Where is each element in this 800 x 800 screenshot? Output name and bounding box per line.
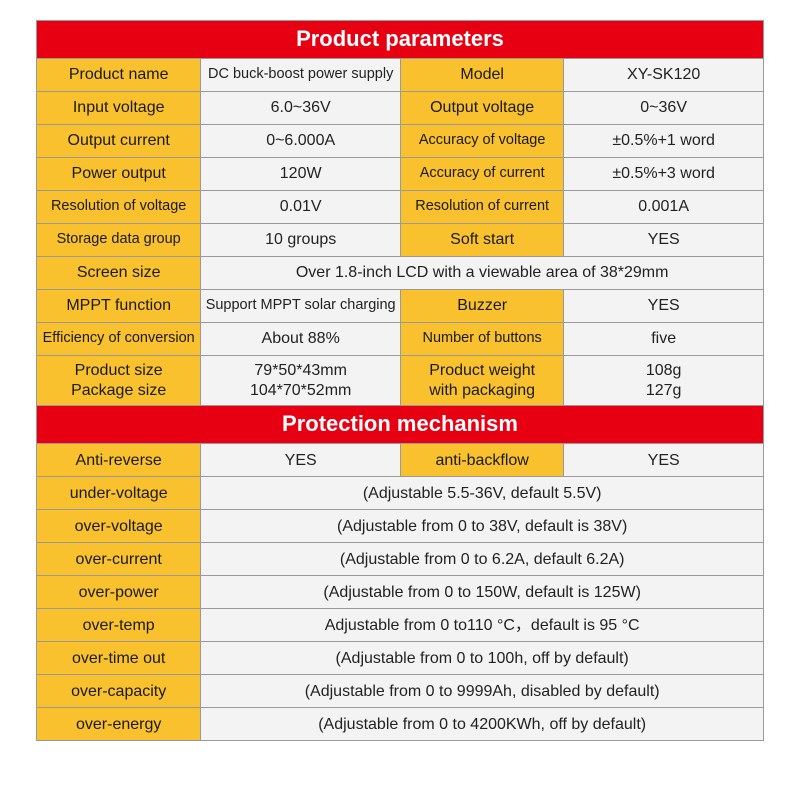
protection-label: over-energy <box>37 708 200 740</box>
spec-label: Resolution of current <box>400 191 563 223</box>
table-row: Resolution of voltage0.01VResolution of … <box>37 191 763 224</box>
value-anti-backflow: YES <box>563 444 763 476</box>
spec-value: YES <box>563 290 763 322</box>
spec-value: ±0.5%+1 word <box>563 125 763 157</box>
spec-value: 0.01V <box>200 191 400 223</box>
spec-label: Accuracy of voltage <box>400 125 563 157</box>
value-weight-a: 108g <box>646 361 682 380</box>
row-anti-reverse: Anti-reverse YES anti-backflow YES <box>37 444 763 477</box>
label-package-size: Package size <box>71 381 166 400</box>
value-weight-b: 127g <box>646 381 682 400</box>
spec-value: About 88% <box>200 323 400 355</box>
protection-value: Adjustable from 0 to110 °C，default is 95… <box>200 609 763 641</box>
spec-label: Accuracy of current <box>400 158 563 190</box>
label-anti-reverse: Anti-reverse <box>37 444 200 476</box>
value-product-package-size: 79*50*43mm 104*70*52mm <box>200 356 400 405</box>
spec-value: five <box>563 323 763 355</box>
protection-value: (Adjustable from 0 to 150W, default is 1… <box>200 576 763 608</box>
spec-label: Buzzer <box>400 290 563 322</box>
protection-value: (Adjustable from 0 to 100h, off by defau… <box>200 642 763 674</box>
spec-label: Resolution of voltage <box>37 191 200 223</box>
label-weight-a: Product weight <box>429 361 535 380</box>
spec-label: Output current <box>37 125 200 157</box>
spec-value: 6.0~36V <box>200 92 400 124</box>
spec-table: Product parameters Product nameDC buck-b… <box>36 20 764 741</box>
label-screen-size: Screen size <box>37 257 200 289</box>
table-row: Input voltage6.0~36VOutput voltage0~36V <box>37 92 763 125</box>
table-row: Power output120WAccuracy of current±0.5%… <box>37 158 763 191</box>
protection-value: (Adjustable from 0 to 4200KWh, off by de… <box>200 708 763 740</box>
protection-value: (Adjustable 5.5-36V, default 5.5V) <box>200 477 763 509</box>
label-anti-backflow: anti-backflow <box>400 444 563 476</box>
spec-label: MPPT function <box>37 290 200 322</box>
spec-value: Support MPPT solar charging <box>200 290 400 322</box>
spec-value: 0~36V <box>563 92 763 124</box>
protection-label: over-voltage <box>37 510 200 542</box>
spec-label: Output voltage <box>400 92 563 124</box>
spec-value: YES <box>563 224 763 256</box>
section2-header: Protection mechanism <box>37 406 763 444</box>
protection-label: over-temp <box>37 609 200 641</box>
protection-row: over-voltage(Adjustable from 0 to 38V, d… <box>37 510 763 543</box>
protection-row: over-current(Adjustable from 0 to 6.2A, … <box>37 543 763 576</box>
label-product-package-size: Product size Package size <box>37 356 200 405</box>
protection-value: (Adjustable from 0 to 6.2A, default 6.2A… <box>200 543 763 575</box>
value-anti-reverse: YES <box>200 444 400 476</box>
table-row: Output current0~6.000AAccuracy of voltag… <box>37 125 763 158</box>
protection-value: (Adjustable from 0 to 38V, default is 38… <box>200 510 763 542</box>
spec-label: Storage data group <box>37 224 200 256</box>
protection-row: over-capacity(Adjustable from 0 to 9999A… <box>37 675 763 708</box>
value-product-weight: 108g 127g <box>563 356 763 405</box>
table-row: Storage data group10 groupsSoft startYES <box>37 224 763 257</box>
spec-label: Input voltage <box>37 92 200 124</box>
spec-value: DC buck-boost power supply <box>200 59 400 91</box>
protection-label: under-voltage <box>37 477 200 509</box>
spec-value: XY-SK120 <box>563 59 763 91</box>
section1-header: Product parameters <box>37 21 763 59</box>
protection-label: over-power <box>37 576 200 608</box>
protection-row: over-time out(Adjustable from 0 to 100h,… <box>37 642 763 675</box>
protection-row: under-voltage(Adjustable 5.5-36V, defaul… <box>37 477 763 510</box>
protection-label: over-time out <box>37 642 200 674</box>
row-dimensions: Product size Package size 79*50*43mm 104… <box>37 356 763 406</box>
protection-row: over-power(Adjustable from 0 to 150W, de… <box>37 576 763 609</box>
spec-value: 10 groups <box>200 224 400 256</box>
spec-label: Model <box>400 59 563 91</box>
table-row: MPPT functionSupport MPPT solar charging… <box>37 290 763 323</box>
value-package-size: 104*70*52mm <box>250 381 351 400</box>
label-product-size: Product size <box>75 361 163 380</box>
protection-row: over-energy(Adjustable from 0 to 4200KWh… <box>37 708 763 740</box>
protection-label: over-capacity <box>37 675 200 707</box>
spec-label: Number of buttons <box>400 323 563 355</box>
spec-label: Power output <box>37 158 200 190</box>
spec-value: 0.001A <box>563 191 763 223</box>
value-screen-size: Over 1.8-inch LCD with a viewable area o… <box>200 257 763 289</box>
spec-label: Efficiency of conversion <box>37 323 200 355</box>
label-product-weight: Product weight with packaging <box>400 356 563 405</box>
spec-label: Soft start <box>400 224 563 256</box>
spec-value: 0~6.000A <box>200 125 400 157</box>
protection-row: over-tempAdjustable from 0 to110 °C，defa… <box>37 609 763 642</box>
row-screen-size: Screen size Over 1.8-inch LCD with a vie… <box>37 257 763 290</box>
table-row: Efficiency of conversionAbout 88%Number … <box>37 323 763 356</box>
label-weight-b: with packaging <box>429 381 535 400</box>
value-product-size: 79*50*43mm <box>254 361 347 380</box>
table-row: Product nameDC buck-boost power supplyMo… <box>37 59 763 92</box>
spec-label: Product name <box>37 59 200 91</box>
protection-label: over-current <box>37 543 200 575</box>
spec-value: ±0.5%+3 word <box>563 158 763 190</box>
protection-value: (Adjustable from 0 to 9999Ah, disabled b… <box>200 675 763 707</box>
spec-value: 120W <box>200 158 400 190</box>
